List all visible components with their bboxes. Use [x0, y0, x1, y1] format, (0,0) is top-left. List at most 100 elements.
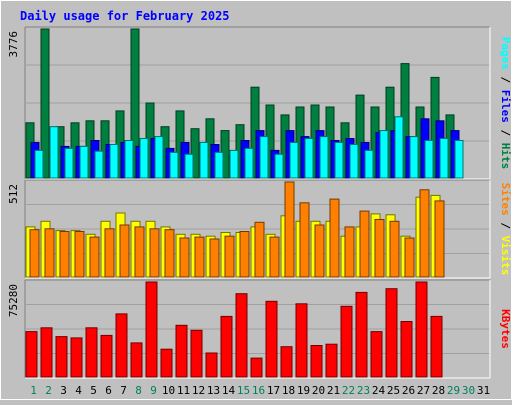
x-tick-label: 16 [252, 384, 265, 397]
bar-pages-day-1 [34, 149, 44, 179]
bar-sites-day-undefined [419, 189, 430, 278]
x-tick-label: 15 [237, 384, 250, 397]
bar-sites-day-undefined [29, 229, 40, 278]
bar-sites-day-undefined [104, 228, 115, 278]
bar-sites-day-undefined [389, 220, 400, 278]
x-tick-label: 22 [342, 384, 355, 397]
bar-sites-day-undefined [194, 236, 205, 278]
bar-sites-day-undefined [59, 231, 70, 278]
bar-kbytes-day-undefined [355, 291, 368, 378]
bar-pages-day-18 [289, 142, 299, 179]
bar-kbytes-day-undefined [250, 357, 263, 378]
bar-pages-day-2 [49, 126, 59, 179]
x-tick-label: 3 [60, 384, 67, 397]
bar-hits-day-2 [40, 28, 50, 179]
bar-pages-day-27 [424, 140, 434, 179]
bar-sites-day-undefined [119, 224, 130, 278]
bar-sites-day-undefined [269, 236, 280, 278]
bar-kbytes-day-undefined [220, 315, 233, 378]
bar-kbytes-day-undefined [145, 281, 158, 378]
bar-pages-day-3 [64, 147, 74, 179]
x-tick-label: 7 [120, 384, 127, 397]
bar-pages-day-16 [259, 136, 269, 179]
bar-sites-day-undefined [254, 221, 265, 278]
bar-pages-day-21 [334, 142, 344, 179]
x-tick-label: 28 [432, 384, 445, 397]
x-tick-label: 21 [327, 384, 340, 397]
y-axis-max-label: 3776 [7, 31, 20, 58]
x-tick-label: 20 [312, 384, 325, 397]
bar-sites-day-undefined [239, 231, 250, 278]
x-tick-label: 8 [135, 384, 142, 397]
x-tick-label: 4 [75, 384, 82, 397]
right-label-part: Pages [499, 37, 512, 70]
bar-sites-day-undefined [434, 200, 445, 278]
bar-pages-day-19 [304, 138, 314, 179]
bar-sites-day-undefined [44, 228, 55, 278]
bar-pages-day-25 [394, 116, 404, 179]
chart-panel-2: 512 Sites / Visits [7, 179, 512, 279]
bar-sites-day-undefined [359, 210, 370, 278]
right-label-part: Sites [499, 183, 512, 216]
bar-pages-day-11 [184, 153, 194, 179]
bar-pages-day-17 [274, 153, 284, 179]
right-label-separator: / [499, 70, 512, 90]
bar-pages-day-22 [349, 144, 359, 179]
bar-hits-day-23 [355, 94, 365, 179]
bar-kbytes-day-undefined [265, 300, 278, 378]
bar-sites-day-undefined [209, 238, 220, 278]
bar-kbytes-day-undefined [190, 329, 203, 378]
chart-title: Daily usage for February 2025 [20, 9, 230, 23]
bar-pages-day-15 [244, 147, 254, 179]
x-tick-label: 10 [162, 384, 175, 397]
bar-kbytes-day-undefined [400, 321, 413, 378]
bar-kbytes-day-undefined [25, 331, 38, 378]
x-tick-label: 9 [150, 384, 157, 397]
x-tick-label: 19 [297, 384, 310, 397]
bar-kbytes-day-undefined [100, 334, 113, 378]
bar-hits-day-8 [130, 28, 140, 179]
bar-kbytes-day-undefined [205, 352, 218, 378]
x-tick-label: 1 [30, 384, 37, 397]
x-tick-label: 26 [402, 384, 415, 397]
x-tick-label: 31 [477, 384, 490, 397]
x-tick-label: 17 [267, 384, 280, 397]
right-axis-label: Sites / Visits [499, 183, 512, 276]
bar-pages-day-12 [199, 142, 209, 179]
bar-hits-day-12 [190, 128, 200, 179]
right-label-part: Visits [499, 236, 512, 276]
bar-sites-day-undefined [89, 236, 100, 278]
bar-sites-day-undefined [314, 224, 325, 278]
x-tick-label: 13 [207, 384, 220, 397]
right-label-separator: / [499, 216, 512, 236]
bar-kbytes-day-undefined [310, 345, 323, 378]
bar-sites-day-undefined [134, 226, 145, 278]
bar-kbytes-day-undefined [175, 324, 188, 378]
bar-sites-day-undefined [149, 228, 160, 278]
bar-kbytes-day-undefined [340, 305, 353, 378]
bar-kbytes-day-undefined [370, 331, 383, 378]
bar-sites-day-undefined [374, 219, 385, 278]
x-tick-label: 23 [357, 384, 370, 397]
bar-pages-day-29 [454, 140, 464, 179]
bar-pages-day-6 [109, 144, 119, 179]
bar-sites-day-undefined [344, 226, 355, 278]
bar-pages-day-20 [319, 136, 329, 179]
bar-kbytes-day-undefined [430, 315, 443, 378]
bar-pages-day-23 [364, 149, 374, 179]
right-axis-label: KBytes [499, 309, 512, 349]
bar-pages-day-13 [214, 151, 224, 179]
x-tick-label: 29 [447, 384, 460, 397]
bar-kbytes-day-undefined [115, 313, 128, 378]
right-label-part: Files [499, 90, 512, 123]
bar-pages-day-4 [79, 145, 89, 179]
x-tick-label: 18 [282, 384, 295, 397]
bar-kbytes-day-undefined [130, 342, 143, 378]
bar-kbytes-day-undefined [235, 293, 248, 378]
right-label-part: KBytes [499, 309, 512, 349]
bar-kbytes-day-undefined [40, 327, 53, 378]
bar-sites-day-undefined [284, 181, 295, 278]
x-tick-label: 27 [417, 384, 430, 397]
bar-kbytes-day-undefined [160, 348, 173, 378]
